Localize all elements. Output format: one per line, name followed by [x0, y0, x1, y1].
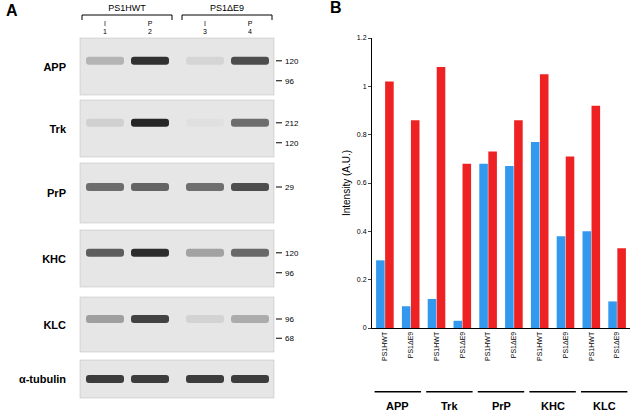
- svg-text:4: 4: [248, 28, 252, 35]
- svg-text:PS1ΔE9: PS1ΔE9: [613, 332, 620, 359]
- svg-text:0.4: 0.4: [357, 228, 367, 235]
- svg-text:PrP: PrP: [47, 187, 66, 199]
- svg-text:PS1ΔE9: PS1ΔE9: [562, 332, 569, 359]
- svg-text:PrP: PrP: [492, 400, 511, 412]
- svg-text:1: 1: [103, 28, 107, 35]
- svg-text:I: I: [104, 20, 106, 27]
- svg-text:96: 96: [285, 315, 294, 324]
- svg-text:0: 0: [363, 324, 367, 331]
- svg-text:PS1ΔE9: PS1ΔE9: [210, 3, 244, 13]
- svg-text:KLC: KLC: [593, 400, 616, 412]
- svg-text:29: 29: [285, 183, 294, 192]
- svg-text:PS1ΔE9: PS1ΔE9: [407, 332, 414, 359]
- svg-text:PS1HWT: PS1HWT: [484, 331, 491, 361]
- svg-text:0.8: 0.8: [357, 131, 367, 138]
- svg-text:120: 120: [285, 139, 299, 148]
- svg-text:B: B: [330, 0, 342, 16]
- svg-text:212: 212: [285, 119, 299, 128]
- svg-text:2: 2: [148, 28, 152, 35]
- svg-text:Intensity (A.U.): Intensity (A.U.): [341, 150, 352, 216]
- svg-text:Trk: Trk: [49, 123, 66, 135]
- svg-text:APP: APP: [386, 400, 409, 412]
- svg-text:0.6: 0.6: [357, 179, 367, 186]
- svg-text:PS1ΔE9: PS1ΔE9: [510, 332, 517, 359]
- svg-text:I: I: [204, 20, 206, 27]
- svg-text:APP: APP: [43, 61, 66, 73]
- svg-text:PS1HWT: PS1HWT: [433, 331, 440, 361]
- svg-text:PS1ΔE9: PS1ΔE9: [459, 332, 466, 359]
- svg-text:96: 96: [285, 77, 294, 86]
- svg-text:PS1HWT: PS1HWT: [536, 331, 543, 361]
- svg-text:KHC: KHC: [541, 400, 565, 412]
- svg-text:PS1HWT: PS1HWT: [588, 331, 595, 361]
- svg-text:PS1HWT: PS1HWT: [381, 331, 388, 361]
- svg-text:KLC: KLC: [43, 319, 66, 331]
- svg-text:3: 3: [203, 28, 207, 35]
- svg-text:1.2: 1.2: [357, 34, 367, 41]
- svg-text:96: 96: [285, 269, 294, 278]
- svg-text:120: 120: [285, 57, 299, 66]
- svg-text:KHC: KHC: [42, 253, 66, 265]
- svg-text:Trk: Trk: [441, 400, 458, 412]
- svg-text:120: 120: [285, 249, 299, 258]
- svg-text:0.2: 0.2: [357, 276, 367, 283]
- svg-text:α-tubulin: α-tubulin: [19, 373, 66, 385]
- svg-text:P: P: [148, 20, 153, 27]
- svg-text:68: 68: [285, 334, 294, 343]
- svg-text:1: 1: [363, 83, 367, 90]
- svg-text:A: A: [6, 2, 18, 19]
- svg-text:PS1HWT: PS1HWT: [108, 3, 146, 13]
- svg-text:P: P: [248, 20, 253, 27]
